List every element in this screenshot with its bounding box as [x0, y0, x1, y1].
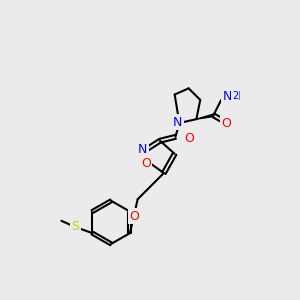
Text: 2: 2 — [232, 91, 238, 101]
Polygon shape — [196, 114, 214, 119]
Text: NH: NH — [223, 90, 242, 103]
Text: O: O — [222, 116, 232, 130]
Text: O: O — [129, 210, 139, 223]
Text: N: N — [173, 116, 182, 129]
Text: N: N — [138, 143, 148, 156]
Text: S: S — [71, 220, 79, 233]
Text: O: O — [184, 132, 194, 145]
Text: O: O — [141, 157, 151, 169]
